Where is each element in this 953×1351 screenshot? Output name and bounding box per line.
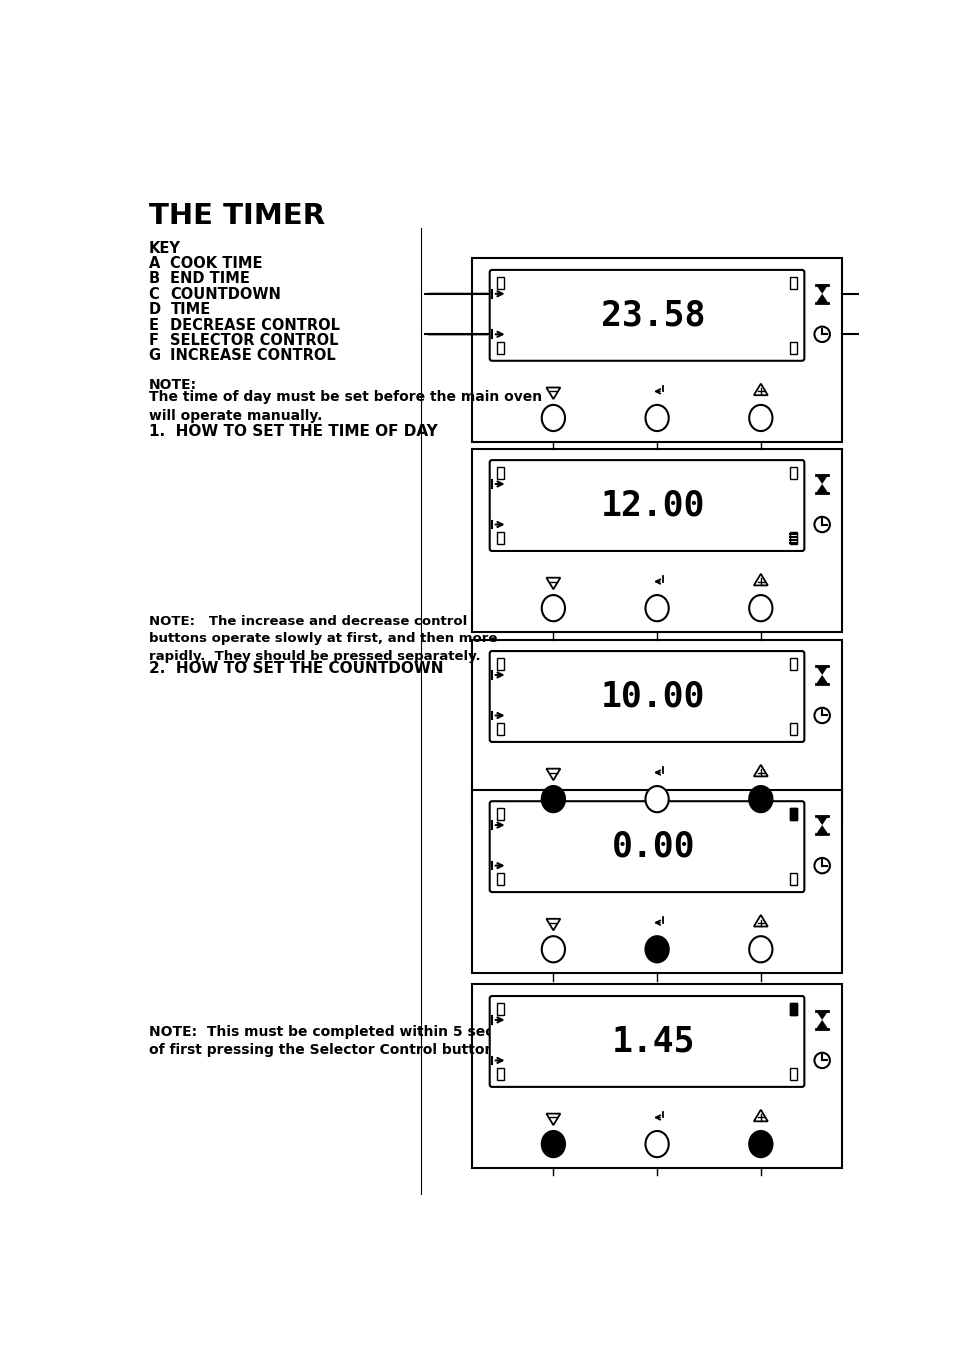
Polygon shape (815, 1020, 827, 1029)
Text: C: C (149, 286, 159, 301)
Bar (497, 532, 504, 544)
Text: 1.45: 1.45 (611, 1024, 694, 1058)
Bar (497, 808, 504, 820)
Ellipse shape (748, 936, 772, 962)
Bar (497, 342, 504, 354)
Polygon shape (753, 765, 767, 777)
Bar (789, 1002, 797, 1016)
Polygon shape (815, 285, 827, 293)
Polygon shape (546, 388, 559, 399)
Polygon shape (546, 1113, 559, 1125)
Polygon shape (546, 919, 559, 931)
Ellipse shape (541, 1131, 564, 1158)
Text: 2.  HOW TO SET THE COUNTDOWN: 2. HOW TO SET THE COUNTDOWN (149, 661, 443, 676)
Text: TIME: TIME (171, 303, 211, 317)
Text: E: E (149, 317, 158, 332)
Ellipse shape (645, 1131, 668, 1158)
Bar (789, 1067, 797, 1079)
Ellipse shape (645, 594, 668, 621)
Bar (497, 277, 504, 289)
Bar (497, 873, 504, 885)
Ellipse shape (748, 405, 772, 431)
Bar (472, 258, 841, 442)
Ellipse shape (541, 786, 564, 812)
Ellipse shape (748, 1131, 772, 1158)
Polygon shape (753, 384, 767, 396)
Bar (497, 658, 504, 670)
Text: 1.  HOW TO SET THE TIME OF DAY: 1. HOW TO SET THE TIME OF DAY (149, 424, 437, 439)
Polygon shape (546, 578, 559, 589)
Text: SELECTOR CONTROL: SELECTOR CONTROL (171, 334, 338, 349)
Polygon shape (815, 474, 827, 484)
Bar (789, 723, 797, 735)
Bar (497, 1002, 504, 1016)
Polygon shape (815, 293, 827, 303)
Text: COUNTDOWN: COUNTDOWN (171, 286, 281, 301)
Text: THE TIMER: THE TIMER (149, 203, 324, 230)
Bar (497, 1067, 504, 1079)
Text: 23.58: 23.58 (600, 299, 704, 332)
Text: KEY: KEY (149, 240, 180, 255)
Text: 0.00: 0.00 (611, 830, 694, 863)
Text: NOTE:  This must be completed within 5 seconds
of first pressing the Selector Co: NOTE: This must be completed within 5 se… (149, 1024, 530, 1058)
Bar (789, 658, 797, 670)
Ellipse shape (748, 786, 772, 812)
FancyBboxPatch shape (489, 461, 803, 551)
Bar (789, 808, 797, 820)
Polygon shape (753, 1109, 767, 1121)
Polygon shape (815, 816, 827, 825)
Text: NOTE:   The increase and decrease control
buttons operate slowly at first, and t: NOTE: The increase and decrease control … (149, 615, 497, 663)
Polygon shape (815, 666, 827, 676)
Ellipse shape (645, 936, 668, 962)
Bar (789, 1002, 797, 1016)
Bar (789, 532, 797, 544)
Text: 12.00: 12.00 (600, 489, 704, 523)
Bar (497, 467, 504, 480)
Text: END TIME: END TIME (171, 272, 250, 286)
Text: F: F (149, 334, 158, 349)
FancyBboxPatch shape (489, 270, 803, 361)
Ellipse shape (645, 786, 668, 812)
Ellipse shape (541, 405, 564, 431)
Text: A: A (149, 257, 160, 272)
Bar (789, 342, 797, 354)
Bar (472, 449, 841, 632)
Polygon shape (546, 769, 559, 781)
Polygon shape (815, 825, 827, 835)
Text: The time of day must be set before the main oven
will operate manually.: The time of day must be set before the m… (149, 390, 541, 423)
Text: B: B (149, 272, 160, 286)
Polygon shape (753, 574, 767, 585)
Text: D: D (149, 303, 161, 317)
Text: DECREASE CONTROL: DECREASE CONTROL (171, 317, 340, 332)
Text: NOTE:: NOTE: (149, 378, 196, 392)
FancyBboxPatch shape (489, 801, 803, 892)
Bar (789, 277, 797, 289)
Polygon shape (753, 915, 767, 927)
Polygon shape (815, 484, 827, 493)
Text: INCREASE CONTROL: INCREASE CONTROL (171, 349, 335, 363)
Ellipse shape (748, 594, 772, 621)
FancyBboxPatch shape (489, 651, 803, 742)
Ellipse shape (541, 936, 564, 962)
Text: COOK TIME: COOK TIME (171, 257, 263, 272)
Bar (472, 790, 841, 973)
Polygon shape (815, 1011, 827, 1020)
Ellipse shape (541, 594, 564, 621)
Bar (497, 723, 504, 735)
Bar (789, 467, 797, 480)
Ellipse shape (645, 405, 668, 431)
Bar (789, 808, 797, 820)
Polygon shape (815, 676, 827, 684)
Bar (789, 873, 797, 885)
Bar (472, 985, 841, 1167)
Bar (472, 639, 841, 823)
Text: 10.00: 10.00 (600, 680, 704, 713)
Text: G: G (149, 349, 161, 363)
FancyBboxPatch shape (489, 996, 803, 1088)
